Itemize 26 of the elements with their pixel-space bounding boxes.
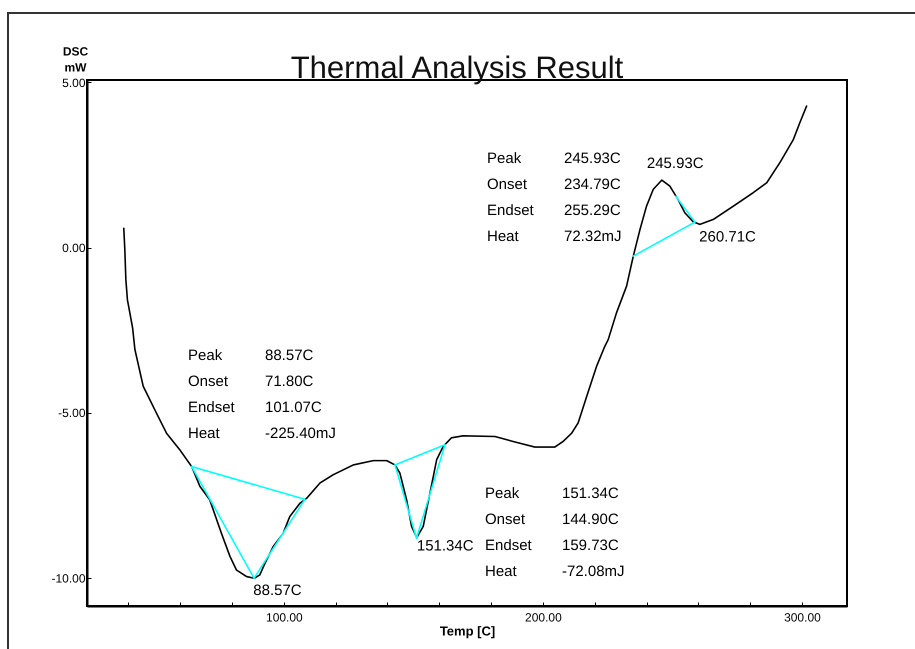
text: Onset 234.79C — [487, 176, 621, 193]
x-tick-label: 200.00 — [525, 610, 562, 624]
y-tick-label: -5.00 — [58, 406, 86, 420]
text: Heat 72.32mJ — [487, 228, 622, 245]
annotation: 88.57C — [253, 582, 302, 599]
y-tick-label: 5.00 — [62, 76, 86, 90]
text: Endset 101.07C — [188, 399, 322, 416]
text: Onset 71.80C — [188, 373, 314, 390]
annotation: 260.71C — [699, 228, 756, 246]
annotation: 151.34C — [416, 537, 474, 554]
x-axis-title: Temp [C] — [440, 624, 496, 638]
y-tick-label: 0.00 — [62, 241, 86, 256]
text: Peak 151.34C — [485, 485, 619, 502]
text: Onset 144.90C — [485, 511, 619, 528]
text: Endset 159.73C — [485, 537, 619, 554]
y-tick-label: -10.00 — [51, 571, 86, 586]
chart-title: Thermal Analysis Result — [290, 50, 624, 85]
annotation: 245.93C — [646, 155, 704, 172]
text: Peak 245.93C — [487, 150, 621, 167]
text: Heat -225.40mJ — [188, 425, 336, 442]
x-tick-label: 300.00 — [784, 610, 822, 624]
text: Peak 88.57C — [188, 347, 314, 364]
x-tick-label: 100.00 — [266, 610, 304, 624]
text: Heat -72.08mJ — [485, 563, 625, 580]
text: Endset 255.29C — [487, 202, 621, 219]
y-axis-title: DSC mW — [62, 44, 88, 74]
